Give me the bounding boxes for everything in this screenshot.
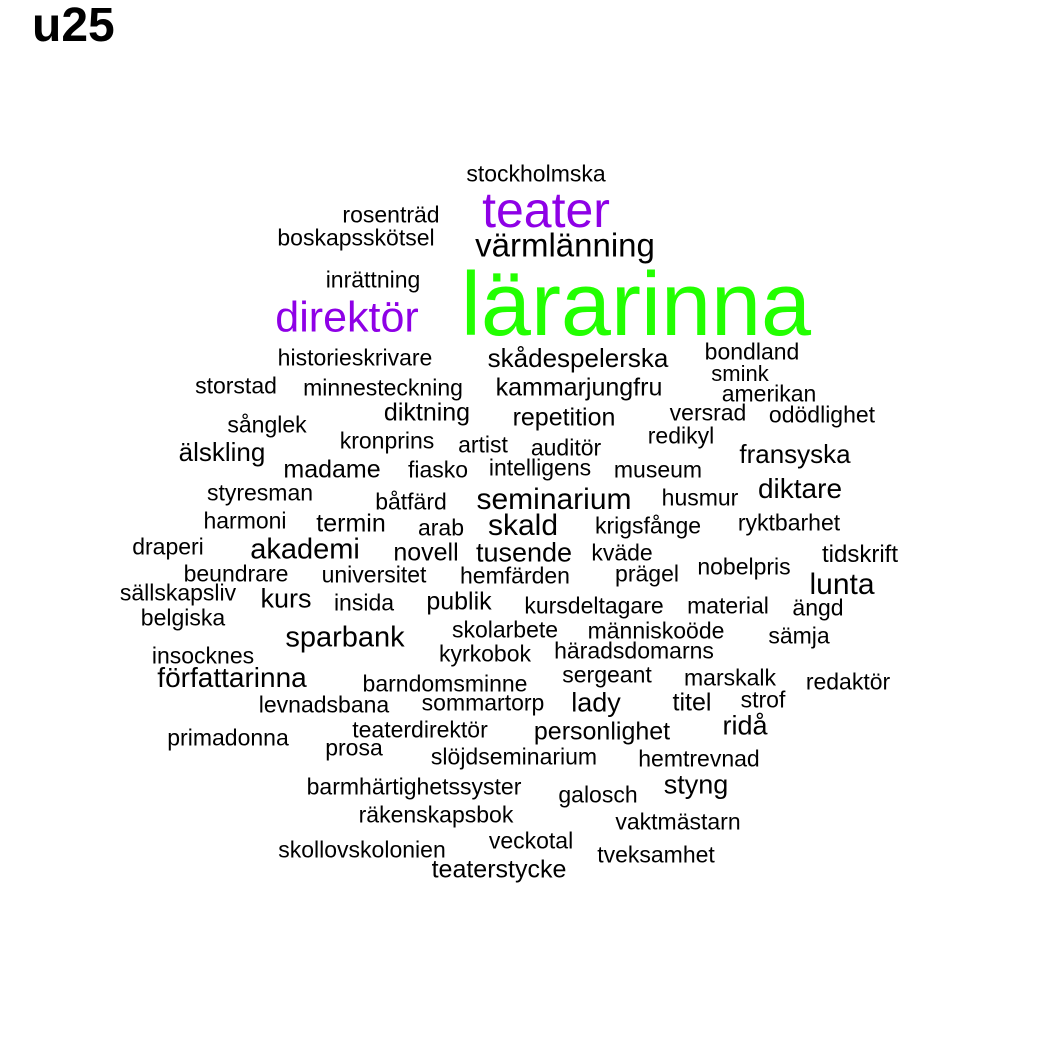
cloud-word: auditör [530,434,602,461]
cloud-word: madame [283,455,381,484]
cloud-word: minnesteckning [303,374,463,401]
cloud-word: seminarium [476,483,632,516]
cloud-word: sparbank [285,621,405,654]
cloud-word: boskapsskötsel [277,224,435,251]
cloud-word: tidskrift [821,541,899,568]
cloud-word: båtfärd [375,488,447,515]
cloud-word: värmlänning [475,226,655,264]
cloud-word: räkenskapsbok [358,801,514,828]
cloud-word: levnadsbana [258,691,390,718]
cloud-word: repetition [512,403,616,432]
cloud-word: storstad [195,372,277,399]
cloud-word: fiasko [407,456,469,483]
cloud-word: styresman [206,479,314,506]
cloud-word: odödlighet [768,401,876,428]
cloud-word: termin [316,509,386,538]
cloud-word: barmhärtighetssyster [306,773,522,800]
cloud-word: inrättning [325,266,421,293]
cloud-word: draperi [132,533,204,560]
cloud-word: skådespelerska [487,343,669,373]
cloud-word: beundrare [183,560,289,587]
cloud-word: sergeant [562,661,652,688]
cloud-word: universitet [321,561,427,588]
cloud-word: kronprins [339,427,435,454]
cloud-word: vaktmästarn [615,808,741,835]
cloud-word: strof [740,686,786,713]
cloud-word: lunta [809,568,875,601]
cloud-word: diktning [383,398,471,427]
cloud-word: kursdeltagare [524,592,664,619]
cloud-word: fransyska [739,439,851,469]
cloud-word: kammarjungfru [495,373,663,402]
cloud-word: husmur [661,484,739,511]
cloud-word: material [687,592,769,619]
cloud-word: novell [393,538,459,567]
cloud-word: redaktör [805,668,891,695]
cloud-word: amerikan [721,380,817,407]
cloud-word: författarinna [157,662,307,693]
cloud-word: lady [571,687,621,718]
cloud-word: skolarbete [451,616,559,643]
cloud-word: titel [672,688,712,717]
cloud-word: kurs [260,583,312,614]
cloud-word: tveksamhet [597,841,715,868]
cloud-word: intelligens [488,454,592,481]
cloud-word: krigsfånge [594,512,702,539]
cloud-word: teaterstycke [431,855,567,884]
cloud-word: häradsdomarns [554,637,714,664]
cloud-word: skollovskolonien [278,836,446,863]
cloud-word: marskalk [683,664,777,691]
cloud-word: tusende [475,537,573,568]
cloud-word: historieskrivare [277,344,433,371]
cloud-word: prägel [615,560,679,587]
cloud-word: museum [613,456,703,483]
cloud-word: älskling [178,437,266,467]
cloud-word: hemtrevnad [638,745,760,772]
cloud-word: artist [458,431,508,458]
cloud-word: belgiska [140,604,226,631]
cloud-word: nobelpris [697,553,791,580]
cloud-word: ridå [722,710,768,741]
cloud-word: styng [663,769,729,800]
cloud-word: sämja [768,622,830,649]
cloud-word: slöjdseminarium [430,743,598,770]
cloud-title: u25 [32,0,115,52]
cloud-word: insocknes [151,642,255,669]
cloud-word: kväde [591,539,653,566]
cloud-word: stockholmska [466,160,606,187]
cloud-word: diktare [757,473,843,504]
cloud-word: smink [711,361,769,386]
cloud-word: veckotal [488,827,574,854]
cloud-word: direktör [275,293,419,342]
cloud-word: skald [487,509,559,542]
cloud-word: rosenträd [342,201,440,228]
cloud-word: sällskapsliv [119,579,237,606]
cloud-word: barndomsminne [362,670,528,697]
cloud-word: galosch [558,781,638,808]
cloud-word: arab [417,514,465,541]
cloud-word: akademi [250,533,360,566]
cloud-word: versrad [669,399,747,426]
cloud-word: ryktbarhet [737,509,841,536]
cloud-word: redikyl [647,422,715,449]
cloud-word: kyrkobok [438,640,532,667]
cloud-word: ängd [792,594,844,621]
cloud-word: harmoni [203,507,287,534]
cloud-word: primadonna [167,724,289,751]
cloud-word: prosa [325,734,383,761]
cloud-word: teater [482,182,610,238]
cloud-word: sånglek [227,411,307,438]
cloud-word: teaterdirektör [352,716,488,743]
cloud-word: hemfärden [460,562,570,589]
cloud-word: publik [426,587,492,616]
cloud-word: människoöde [587,617,725,644]
cloud-word: personlighet [533,717,671,746]
cloud-word: lärarinna [460,255,812,355]
cloud-word: bondland [704,338,800,365]
cloud-word: sommartorp [421,689,545,716]
cloud-word: insida [333,589,395,616]
